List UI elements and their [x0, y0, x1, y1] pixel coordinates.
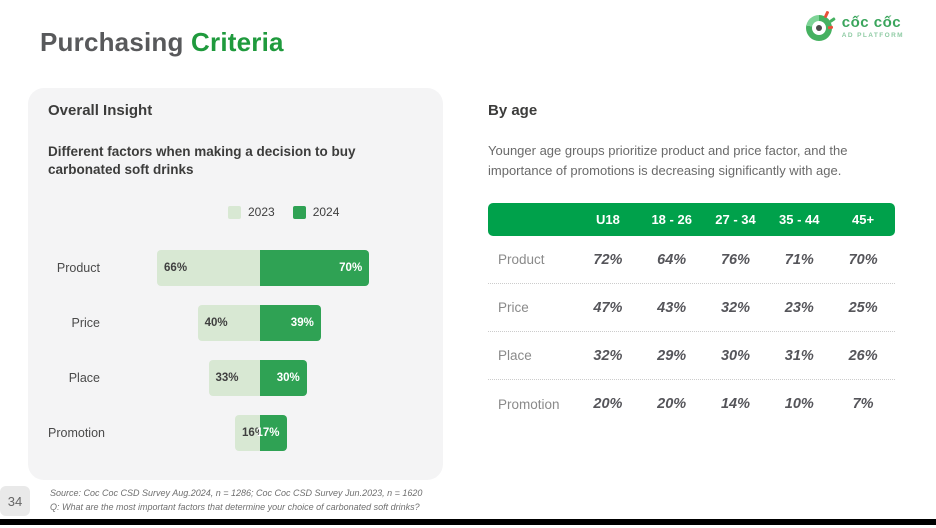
- factor-value: 23%: [784, 299, 814, 316]
- chart-subtitle: Different factors when making a decision…: [48, 144, 356, 178]
- confetti-icon: [828, 17, 836, 23]
- legend-swatch-2024: [292, 205, 306, 219]
- overall-insight-card: Overall Insight Different factors when m…: [28, 88, 443, 480]
- factor-value: 10%: [784, 396, 814, 412]
- logo-text: cốc cốc AD PLATFORM: [842, 15, 904, 40]
- chart-row: Promotion 16% 17%: [48, 415, 423, 452]
- logo-name: cốc cốc: [841, 13, 902, 31]
- age-table-row: Product 72% 64% 76% 71% 70%: [488, 236, 895, 284]
- factor-value: 26%: [848, 347, 878, 364]
- factor-value: 32%: [593, 347, 623, 364]
- by-age-subtitle: Younger age groups prioritize product an…: [488, 143, 848, 178]
- age-table-row: Price 47% 43% 32% 23% 25%: [488, 284, 895, 332]
- chart-category-label: Promotion: [48, 426, 105, 441]
- factor-value: 30%: [720, 347, 750, 364]
- source-line: Source: Coc Coc CSD Survey Aug.2024, n =…: [50, 488, 423, 498]
- bar-canvas: 16% 17%: [100, 415, 423, 452]
- chart-category-label: Place: [68, 371, 100, 386]
- factor-label: Place: [498, 348, 532, 363]
- by-age-panel: By age Younger age groups prioritize pro…: [488, 102, 895, 428]
- chart-category-label: Product: [56, 261, 100, 276]
- age-table: U18 18 - 26 27 - 34 35 - 44 45+ Product 72% 64…: [488, 203, 895, 428]
- age-table-header: U18 18 - 26 27 - 34 35 - 44 45+: [488, 203, 895, 236]
- factor-value: 72%: [593, 251, 623, 268]
- age-column-header: 27 - 34: [715, 212, 756, 227]
- age-column-header: 18 - 26: [651, 212, 692, 227]
- coccoc-logo: cốc cốc AD PLATFORM: [805, 10, 904, 41]
- factor-value: 31%: [784, 347, 814, 364]
- bar-2024: 70%: [260, 250, 370, 287]
- factor-value: 14%: [720, 396, 750, 412]
- by-age-heading: By age: [488, 102, 538, 119]
- bar-canvas: 33% 30%: [100, 360, 423, 397]
- logo-dot-shape: [815, 25, 822, 31]
- age-column-header: 35 - 44: [779, 212, 820, 227]
- chart-legend: 2023 2024: [228, 205, 423, 219]
- chart-row: Price 40% 39%: [48, 305, 423, 342]
- factor-value: 71%: [784, 251, 814, 268]
- factor-value: 20%: [593, 396, 623, 412]
- factor-value: 47%: [593, 299, 623, 316]
- chart-rows: Product 66% 70% Price 40% 39% Place 33% 30% Promo…: [48, 250, 423, 452]
- factor-label: Price: [498, 300, 529, 315]
- legend-swatch-2023: [228, 205, 241, 219]
- bar-2023: 66%: [157, 250, 260, 287]
- chart-row: Place 33% 30%: [48, 360, 423, 397]
- bar-canvas: 66% 70%: [100, 250, 423, 287]
- page-title-part1: Purchasing: [40, 27, 184, 57]
- age-table-row: Promotion 20% 20% 14% 10% 7%: [488, 380, 895, 428]
- factor-value: 25%: [848, 299, 878, 316]
- factor-value: 70%: [848, 251, 878, 268]
- bar-2024: 39%: [260, 305, 321, 342]
- legend-label-2023: 2023: [248, 205, 275, 220]
- bottom-divider-bar: [0, 519, 936, 525]
- bar-2023: 33%: [208, 360, 260, 397]
- page-title-part2: Criteria: [191, 27, 284, 57]
- source-note: Source: Coc Coc CSD Survey Aug.2024, n =…: [50, 486, 422, 515]
- bar-canvas: 40% 39%: [100, 305, 423, 342]
- bar-2024: 30%: [260, 360, 307, 397]
- factor-label: Promotion: [498, 396, 560, 412]
- bar-2023: 16%: [235, 415, 265, 452]
- page-title: Purchasing Criteria: [40, 27, 284, 58]
- factor-label: Product: [498, 252, 545, 267]
- legend-label-2024: 2024: [312, 205, 340, 220]
- factor-value: 76%: [720, 251, 750, 268]
- logo-tagline: AD PLATFORM: [841, 31, 904, 39]
- coccoc-logo-icon: [805, 10, 836, 41]
- question-line: Q: What are the most important factors t…: [50, 502, 420, 513]
- bar-2024: 17%: [256, 415, 287, 452]
- age-column-header: U18: [595, 212, 620, 227]
- bar-2023: 40%: [197, 305, 260, 342]
- factor-value: 29%: [657, 347, 687, 364]
- overall-insight-heading: Overall Insight: [48, 102, 153, 119]
- factor-value: 7%: [852, 396, 874, 412]
- age-table-body: Product 72% 64% 76% 71% 70% Price 47% 43% 32% 23% 2…: [488, 236, 895, 428]
- confetti-icon: [823, 10, 830, 19]
- factor-value: 64%: [657, 251, 687, 268]
- age-table-row: Place 32% 29% 30% 31% 26%: [488, 332, 895, 380]
- legend-item-2023: 2023: [228, 205, 275, 219]
- legend-item-2024: 2024: [292, 205, 340, 220]
- factor-value: 20%: [657, 396, 687, 412]
- chart-category-label: Price: [71, 316, 100, 331]
- age-column-header: 45+: [852, 212, 875, 227]
- factor-value: 43%: [657, 299, 687, 316]
- page-number-badge: 34: [0, 486, 30, 516]
- factor-value: 32%: [720, 299, 750, 316]
- confetti-icon: [827, 25, 834, 30]
- chart-row: Product 66% 70%: [48, 250, 423, 287]
